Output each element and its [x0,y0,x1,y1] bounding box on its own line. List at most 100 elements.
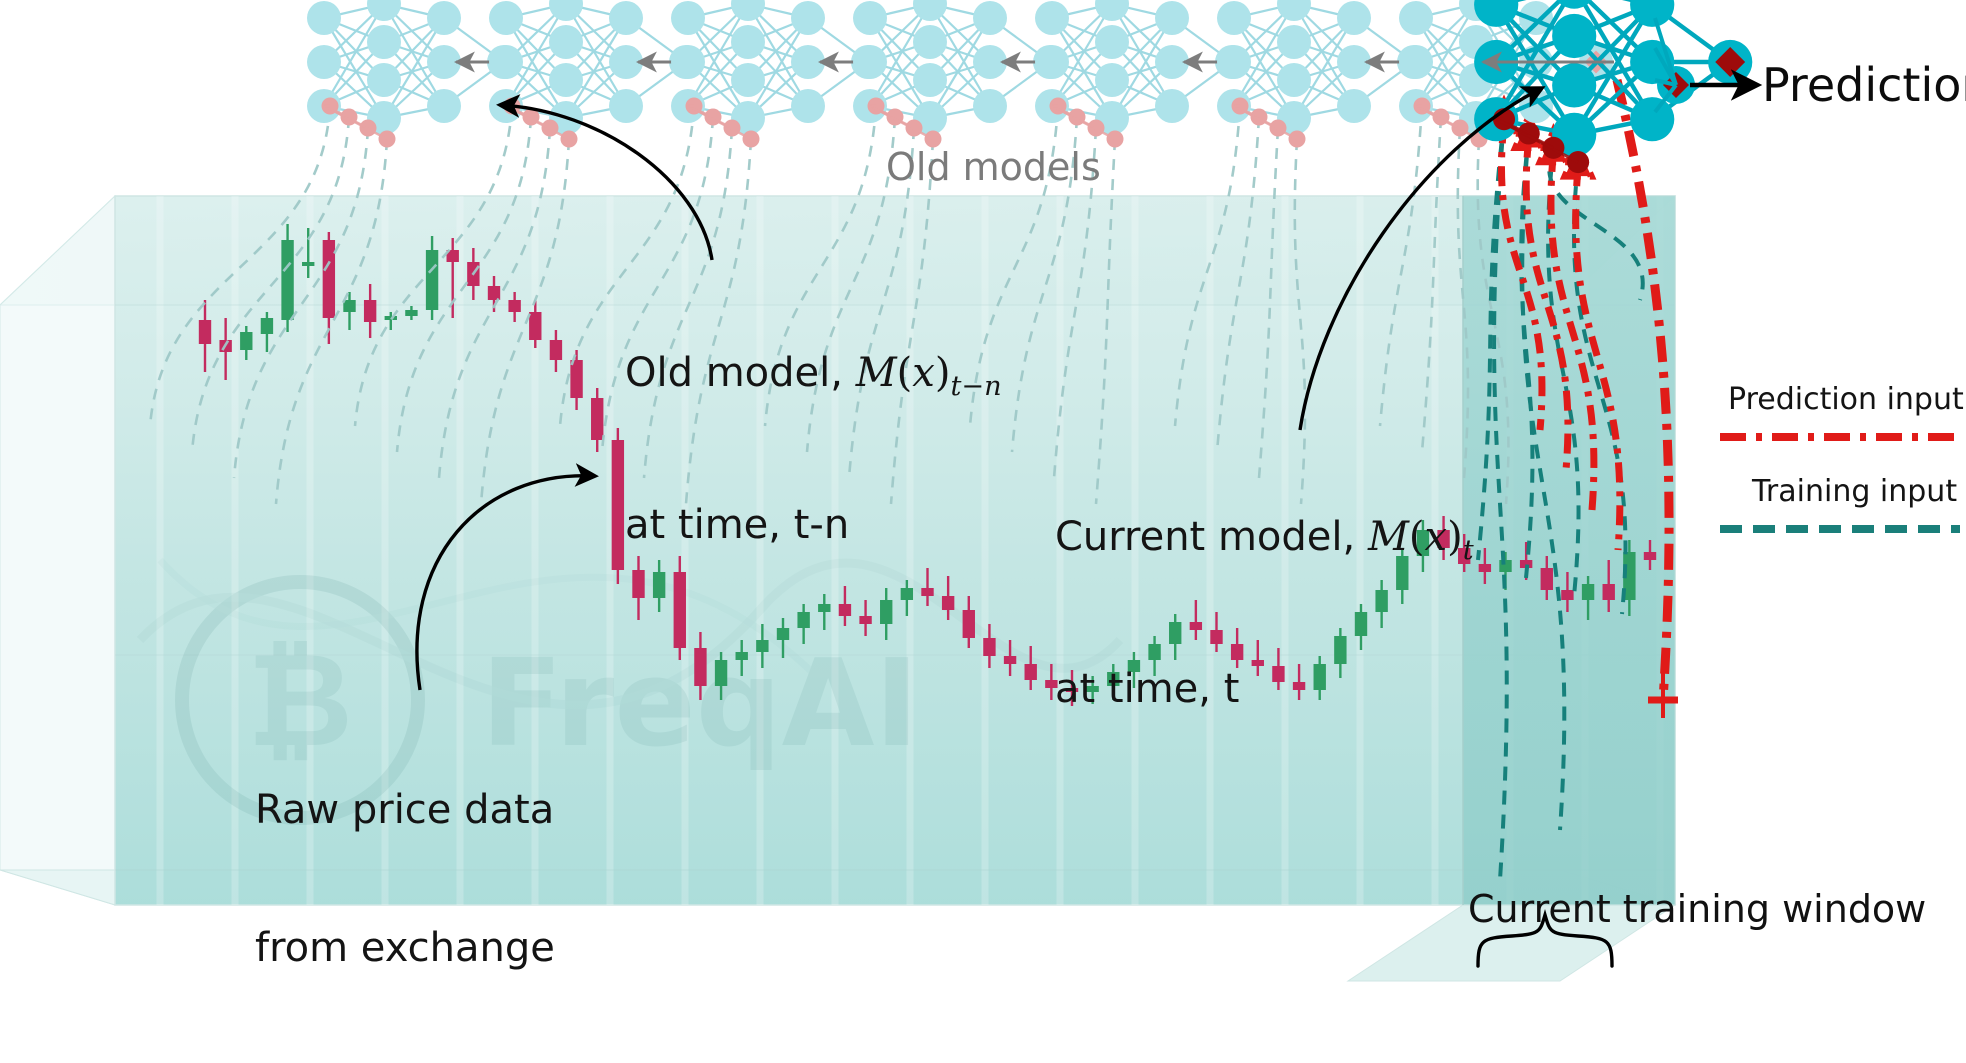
nn-edge [1415,17,1477,119]
training-input-line [805,116,897,453]
nn-node [367,63,401,97]
candle-body [1478,564,1492,572]
current-model-math: M [1367,514,1409,560]
candle-body [1107,672,1120,686]
nn-node [853,1,887,35]
candle-body [859,616,872,624]
nn-edge [1051,17,1113,119]
nn-node [549,25,583,59]
nn-edge [1653,47,1678,86]
nn-node [1630,0,1675,27]
nn-node [367,0,401,21]
nn-input-stub [1051,104,1116,141]
nn-edge [1653,83,1678,114]
nn-node [853,45,887,79]
nn-node [1155,45,1189,79]
old-model-subscript: t−n [950,371,1002,402]
old-model-paren-open: ( [896,350,913,396]
nn-edge [747,17,809,119]
neural-network-chain [307,0,1753,174]
nn-edge [1415,3,1477,107]
nn-edge [1494,0,1569,121]
nn-node [1217,45,1251,79]
nn-edge [505,3,567,107]
nn-node [1095,63,1129,97]
nn-node [913,63,947,97]
nn-input-stub [1495,117,1579,164]
candle-body [1045,680,1058,688]
nn-edge [1293,17,1355,119]
nn-edge [1494,3,1577,136]
nn-node [307,45,341,79]
nn-node [671,1,705,35]
arrow-current-model [1298,86,1546,431]
training-input-line [1010,116,1079,453]
candle-body [900,588,914,600]
nn-node [609,45,643,79]
nn-node [1095,25,1129,59]
nn-edge [565,17,627,119]
old-model-math: M [855,350,897,396]
raw-price-callout-text: Raw price data from exchange [255,695,555,1063]
candle-body [1519,560,1533,568]
candle-body [1643,552,1657,560]
candle-body [363,300,377,322]
nn-edge [1293,3,1355,107]
current-model-callout-text: Current model, M(x)t at time, t [1055,422,1474,804]
training-input-line [1173,105,1242,427]
current-model-var-x: x [1424,514,1448,560]
prediction-arc [1612,78,1674,701]
candle-body [446,250,459,262]
candle-body [322,240,336,318]
old-model-line2: at time, t-n [625,502,850,548]
candle-body [983,638,996,656]
nn-input-stub [869,104,934,141]
nn-node [1552,13,1597,59]
nn-node [791,89,825,123]
nn-edge [929,3,991,107]
candle-body [508,300,521,312]
training-input-line [479,138,571,505]
candle-body [1354,612,1368,636]
nn-node [1035,45,1069,79]
nn-node [1630,97,1675,142]
current-model-paren-close: ) [1447,514,1463,560]
candle-body [797,612,810,628]
candle-body [694,648,707,686]
candle-body [1169,622,1182,644]
prediction-candle [1648,672,1678,718]
old-model-var-x: x [912,350,935,396]
nn-node [1035,1,1069,35]
training-input-line [1293,138,1307,505]
training-input-line [968,105,1060,427]
chart-3d-box: ₿ FreqAI [0,78,1678,982]
prediction-input-line [1572,165,1624,551]
training-input-line [274,138,389,505]
callout-arrows [415,69,1763,968]
nn-input-stub [1415,104,1480,141]
candle-body [1623,552,1636,600]
nn-edge [747,3,809,107]
nn-node [1399,45,1433,79]
nn-node [307,1,341,35]
candle-body [281,240,294,320]
nn-input-stub [323,104,388,141]
legend-label-prediction: Prediction input [1728,382,1964,417]
nn-node [973,1,1007,35]
training-input-line [847,127,916,479]
training-input-line-current [1546,147,1581,597]
nn-edge [1579,0,1655,121]
current-training-window-slab [1346,195,1677,982]
candle-body [714,660,728,686]
nn-node [1337,1,1371,35]
candle-body [405,310,418,316]
old-model-paren-close: ) [934,350,951,396]
candle-body [1458,548,1471,564]
candle-body [549,340,563,360]
nn-node [549,0,583,21]
training-input-line [642,127,734,479]
nn-node [367,25,401,59]
nn-node [489,1,523,35]
nn-node [913,0,947,21]
nn-node [489,45,523,79]
